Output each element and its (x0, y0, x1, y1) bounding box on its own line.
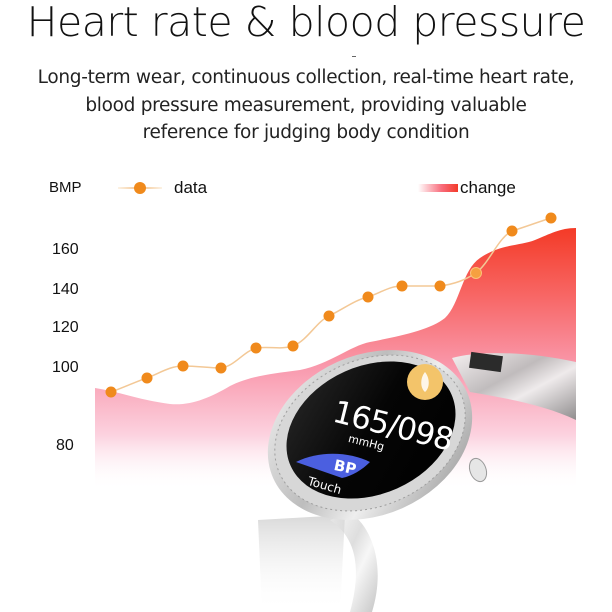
legend-change: change (418, 178, 516, 198)
data-points (105, 212, 557, 398)
subtitle-line-3: reference for judging body condition (142, 122, 470, 143)
divider-dash (352, 56, 356, 57)
legend-gradient-swatch-icon (418, 184, 458, 192)
y-tick-140: 140 (52, 281, 79, 298)
legend-data-label: data (174, 178, 208, 197)
y-tick-100: 100 (52, 359, 79, 376)
y-axis-label: BMP (49, 179, 82, 196)
legend-change-label: change (460, 178, 516, 197)
page-title: Heart rate & blood pressure (26, 0, 586, 46)
subtitle-line-2: blood pressure measurement, providing va… (85, 94, 527, 116)
subtitle: Long-term wear, continuous collection, r… (0, 64, 612, 147)
legend-line-marker-icon (118, 182, 162, 194)
legend-dot-icon (134, 182, 146, 194)
y-tick-160: 160 (52, 241, 79, 258)
subtitle-line-1: Long-term wear, continuous collection, r… (37, 67, 575, 88)
legend-data: data (118, 178, 207, 198)
y-tick-120: 120 (52, 319, 79, 336)
y-tick-80: 80 (56, 437, 74, 454)
